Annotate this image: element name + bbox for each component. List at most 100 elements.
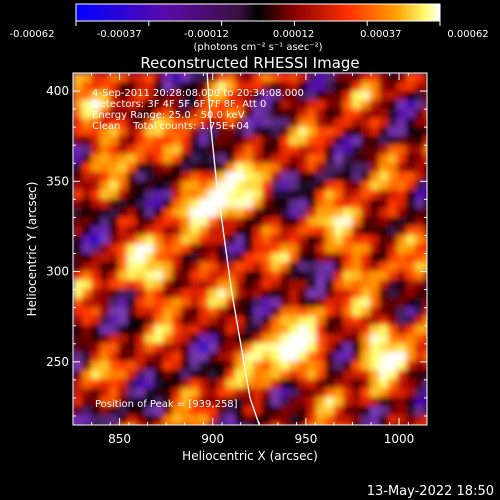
heatmap-cell [109, 325, 119, 335]
heatmap-cell [253, 190, 263, 200]
heatmap-cell [100, 289, 110, 299]
heatmap-cell [415, 307, 425, 317]
heatmap-cell [343, 163, 353, 173]
heatmap-cell [145, 280, 155, 290]
heatmap-cell [397, 244, 407, 254]
heatmap-cell [415, 244, 425, 254]
heatmap-cell [163, 226, 173, 236]
heatmap-cell [208, 298, 218, 308]
heatmap-cell [91, 289, 101, 299]
heatmap-cell [127, 172, 137, 182]
heatmap-cell [136, 118, 146, 128]
heatmap-cell [370, 406, 380, 416]
heatmap-cell [136, 280, 146, 290]
heatmap-cell [271, 370, 281, 380]
heatmap-cell [325, 145, 335, 155]
heatmap-cell [127, 379, 137, 389]
heatmap-cell [271, 388, 281, 398]
heatmap-cell [352, 217, 362, 227]
heatmap-cell [190, 82, 200, 92]
heatmap-cell [118, 154, 128, 164]
heatmap-cell [379, 343, 389, 353]
heatmap-cell [208, 343, 218, 353]
heatmap-cell [91, 181, 101, 191]
heatmap-cell [424, 415, 427, 425]
heatmap-cell [280, 298, 290, 308]
heatmap-cell [82, 262, 92, 272]
heatmap-cell [415, 154, 425, 164]
heatmap-cell [388, 91, 398, 101]
heatmap-cell [190, 388, 200, 398]
heatmap-cell [91, 163, 101, 173]
heatmap-cell [379, 280, 389, 290]
heatmap-cell [289, 127, 299, 137]
heatmap-cell [163, 82, 173, 92]
heatmap-cell [334, 226, 344, 236]
heatmap-cell [280, 127, 290, 137]
heatmap-cell [316, 406, 326, 416]
heatmap-cell [217, 199, 227, 209]
heatmap-cell [91, 334, 101, 344]
heatmap-cell [280, 361, 290, 371]
heatmap-cell [253, 298, 263, 308]
heatmap-cell [226, 73, 236, 83]
heatmap-cell [280, 397, 290, 407]
heatmap-cell [163, 208, 173, 218]
heatmap-cell [271, 415, 281, 425]
heatmap-cell [145, 271, 155, 281]
heatmap-cell [154, 235, 164, 245]
heatmap-cell [100, 145, 110, 155]
heatmap-cell [73, 415, 83, 425]
heatmap-cell [82, 118, 92, 128]
heatmap-cell [397, 118, 407, 128]
heatmap-cell [415, 172, 425, 182]
heatmap-cell [208, 280, 218, 290]
heatmap-cell [109, 163, 119, 173]
heatmap-cell [199, 82, 209, 92]
heatmap-cell [235, 388, 245, 398]
heatmap-cell [343, 154, 353, 164]
heatmap-cell [334, 217, 344, 227]
heatmap-cell [226, 298, 236, 308]
heatmap-cell [244, 100, 254, 110]
heatmap-cell [118, 127, 128, 137]
heatmap-cell [289, 208, 299, 218]
heatmap-cell [73, 406, 83, 416]
heatmap-cell [154, 172, 164, 182]
heatmap-cell [145, 127, 155, 137]
heatmap-cell [370, 361, 380, 371]
heatmap-cell [118, 136, 128, 146]
y-tick-label: 250 [46, 355, 69, 369]
heatmap-cell [289, 379, 299, 389]
heatmap-cell [181, 145, 191, 155]
heatmap-cell [280, 154, 290, 164]
heatmap-cell [208, 154, 218, 164]
heatmap-cell [406, 217, 416, 227]
heatmap-cell [217, 163, 227, 173]
heatmap-cell [208, 271, 218, 281]
heatmap-cell [199, 361, 209, 371]
heatmap-cell [397, 397, 407, 407]
heatmap-cell [199, 271, 209, 281]
heatmap-cell [307, 271, 317, 281]
heatmap-cell [226, 406, 236, 416]
heatmap-cell [397, 163, 407, 173]
heatmap-cell [91, 82, 101, 92]
heatmap-cell [136, 235, 146, 245]
heatmap-cell [172, 244, 182, 254]
heatmap-cell [100, 361, 110, 371]
heatmap-cell [91, 307, 101, 317]
heatmap-cell [181, 271, 191, 281]
heatmap-cell [271, 100, 281, 110]
heatmap-cell [370, 352, 380, 362]
heatmap-cell [298, 145, 308, 155]
heatmap-cell [127, 235, 137, 245]
heatmap-cell [352, 334, 362, 344]
heatmap-cell [307, 307, 317, 317]
heatmap-cell [271, 136, 281, 146]
heatmap-cell [307, 244, 317, 254]
heatmap-cell [307, 226, 317, 236]
heatmap-cell [190, 280, 200, 290]
heatmap-cell [379, 388, 389, 398]
heatmap-cell [163, 154, 173, 164]
